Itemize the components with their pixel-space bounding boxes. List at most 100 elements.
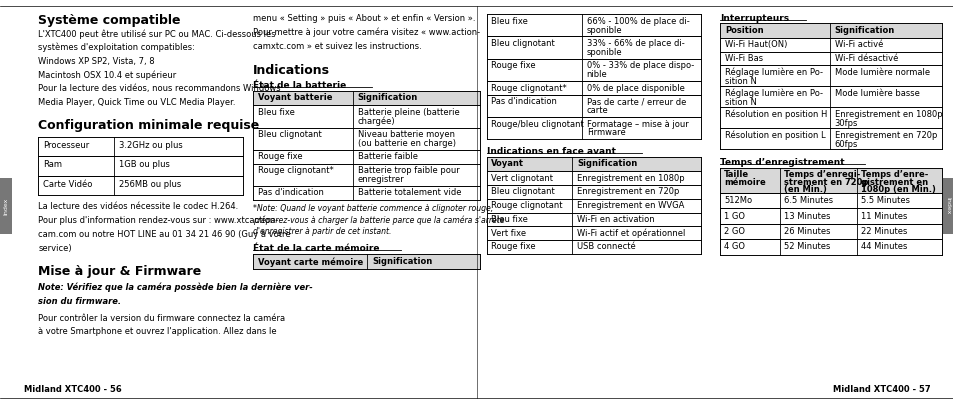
Text: Enregistrement en 1080p: Enregistrement en 1080p	[834, 110, 942, 119]
Text: Pas d'indication: Pas d'indication	[491, 97, 557, 106]
Bar	[253, 186, 479, 200]
Text: Résolution en position H: Résolution en position H	[724, 110, 826, 120]
Text: Pas de carte / erreur de: Pas de carte / erreur de	[586, 97, 685, 106]
Text: 6.5 Minutes: 6.5 Minutes	[783, 196, 832, 205]
Text: Rouge/bleu clignotant: Rouge/bleu clignotant	[491, 120, 583, 128]
Text: Rouge fixe: Rouge fixe	[491, 61, 536, 70]
Bar	[253, 254, 479, 269]
Text: Système compatible: Système compatible	[38, 14, 180, 27]
Text: Ram: Ram	[43, 160, 62, 169]
Text: Enregistrement en WVGA: Enregistrement en WVGA	[577, 201, 684, 210]
Text: Bleu clignotant: Bleu clignotant	[491, 39, 555, 48]
Text: Bleu fixe: Bleu fixe	[257, 108, 294, 117]
Text: Temps d’enregi-: Temps d’enregi-	[783, 170, 860, 179]
Text: Wi-Fi désactivé: Wi-Fi désactivé	[834, 54, 897, 63]
Text: Bleu fixe: Bleu fixe	[491, 17, 528, 26]
Text: Pas d'indication: Pas d'indication	[257, 188, 323, 197]
Text: 2 GO: 2 GO	[723, 227, 744, 236]
Bar	[0, 178, 12, 234]
Text: La lecture des vidéos nécessite le codec H.264.: La lecture des vidéos nécessite le codec…	[38, 202, 238, 211]
Text: Signification: Signification	[372, 257, 432, 266]
Text: *Note: Quand le voyant batterie commence à clignoter rouge,: *Note: Quand le voyant batterie commence…	[253, 204, 493, 213]
Text: USB connecté: USB connecté	[577, 242, 636, 251]
Text: 256MB ou plus: 256MB ou plus	[119, 180, 181, 189]
Text: Carte Vidéo: Carte Vidéo	[43, 180, 92, 189]
Text: Pour la lecture des vidéos, nous recommandons Windows: Pour la lecture des vidéos, nous recomma…	[38, 84, 280, 93]
Text: L'XTC400 peut être utilisé sur PC ou MAC. Ci-dessous les: L'XTC400 peut être utilisé sur PC ou MAC…	[38, 29, 275, 39]
Text: Rouge clignotant*: Rouge clignotant*	[491, 84, 566, 93]
Bar	[486, 171, 700, 185]
Bar	[486, 14, 700, 36]
Bar	[720, 52, 941, 65]
Text: cam.com ou notre HOT LINE au 01 34 21 46 90 (Guy à votre: cam.com ou notre HOT LINE au 01 34 21 46…	[38, 230, 291, 239]
Bar	[486, 185, 700, 199]
Text: Wi-Fi activé: Wi-Fi activé	[834, 40, 882, 49]
Text: Bleu clignotant: Bleu clignotant	[491, 187, 555, 196]
Text: Réglage lumière en Po-: Réglage lumière en Po-	[724, 68, 822, 78]
Text: strement en 720p: strement en 720p	[783, 178, 867, 187]
Text: Rouge clignotant*: Rouge clignotant*	[257, 166, 333, 175]
Bar	[486, 240, 700, 254]
Text: 4 GO: 4 GO	[723, 242, 744, 251]
Text: Batterie faible: Batterie faible	[357, 152, 417, 161]
Text: Wi-Fi Bas: Wi-Fi Bas	[724, 54, 762, 63]
Text: carte: carte	[586, 106, 608, 115]
Text: 30fps: 30fps	[834, 119, 858, 128]
Text: Pour plus d'information rendez-vous sur : www.xtcaction-: Pour plus d'information rendez-vous sur …	[38, 216, 278, 225]
Text: Firmware: Firmware	[586, 128, 625, 137]
Bar	[253, 164, 479, 186]
Bar	[486, 226, 700, 240]
Text: Index: Index	[4, 197, 9, 215]
Text: chargée): chargée)	[357, 117, 395, 126]
Text: État de la carte mémoire: État de la carte mémoire	[253, 244, 379, 253]
Bar	[720, 239, 941, 255]
Text: Indications: Indications	[253, 64, 330, 77]
Text: mémoire: mémoire	[723, 178, 765, 187]
Text: service): service)	[38, 244, 71, 252]
Text: 22 Minutes: 22 Minutes	[860, 227, 906, 236]
Text: Enregistrement en 1080p: Enregistrement en 1080p	[577, 174, 684, 183]
Text: d'enregistrer à partir de cet instant.: d'enregistrer à partir de cet instant.	[253, 227, 391, 236]
Bar	[720, 224, 941, 239]
Text: 3.2GHz ou plus: 3.2GHz ou plus	[119, 141, 183, 150]
Text: (ou batterie en charge): (ou batterie en charge)	[357, 139, 456, 148]
Bar	[486, 157, 700, 171]
Text: systèmes d'exploitation compatibles:: systèmes d'exploitation compatibles:	[38, 43, 194, 53]
Text: 1080p (en Min.): 1080p (en Min.)	[860, 185, 934, 194]
Text: Signification: Signification	[577, 159, 637, 168]
Text: Configuration minimale requise: Configuration minimale requise	[38, 119, 259, 132]
Text: Interrupteurs: Interrupteurs	[720, 14, 788, 23]
Bar	[38, 156, 243, 176]
Text: Vert clignotant: Vert clignotant	[491, 174, 553, 183]
Text: Vert fixe: Vert fixe	[491, 229, 526, 238]
Text: Temps d’enre-: Temps d’enre-	[860, 170, 927, 179]
Text: Bleu fixe: Bleu fixe	[491, 215, 528, 224]
Text: Mode lumière normale: Mode lumière normale	[834, 68, 929, 77]
Text: sponible: sponible	[586, 48, 621, 57]
Text: Voyant: Voyant	[491, 159, 524, 168]
Text: Pour contrôler la version du firmware connectez la caméra: Pour contrôler la version du firmware co…	[38, 314, 285, 322]
Text: Enregistrement en 720p: Enregistrement en 720p	[577, 187, 679, 196]
Text: Rouge clignotant: Rouge clignotant	[491, 201, 562, 210]
Text: Processeur: Processeur	[43, 141, 89, 150]
Text: Rouge fixe: Rouge fixe	[257, 152, 302, 161]
Text: 5.5 Minutes: 5.5 Minutes	[860, 196, 908, 205]
Bar	[253, 150, 479, 164]
Text: Midland XTC400 - 57: Midland XTC400 - 57	[832, 385, 929, 394]
Text: Voyant batterie: Voyant batterie	[257, 93, 332, 102]
Text: 44 Minutes: 44 Minutes	[860, 242, 906, 251]
Text: 0% de place disponible: 0% de place disponible	[586, 84, 684, 93]
Text: Mode lumière basse: Mode lumière basse	[834, 89, 919, 98]
Text: 1GB ou plus: 1GB ou plus	[119, 160, 170, 169]
Text: (en Min.): (en Min.)	[783, 185, 826, 194]
Text: Note: Vérifiez que la caméra possède bien la dernière ver-: Note: Vérifiez que la caméra possède bie…	[38, 283, 313, 292]
Bar	[253, 91, 479, 105]
Bar	[486, 117, 700, 139]
Bar	[486, 213, 700, 226]
Text: Wi-Fi en activation: Wi-Fi en activation	[577, 215, 654, 224]
Text: 26 Minutes: 26 Minutes	[783, 227, 830, 236]
Text: Midland XTC400 - 56: Midland XTC400 - 56	[24, 385, 121, 394]
Text: camxtc.com » et suivez les instructions.: camxtc.com » et suivez les instructions.	[253, 42, 421, 50]
Bar	[253, 128, 479, 150]
Text: Pour mettre à jour votre caméra visitez « www.action-: Pour mettre à jour votre caméra visitez …	[253, 28, 479, 38]
